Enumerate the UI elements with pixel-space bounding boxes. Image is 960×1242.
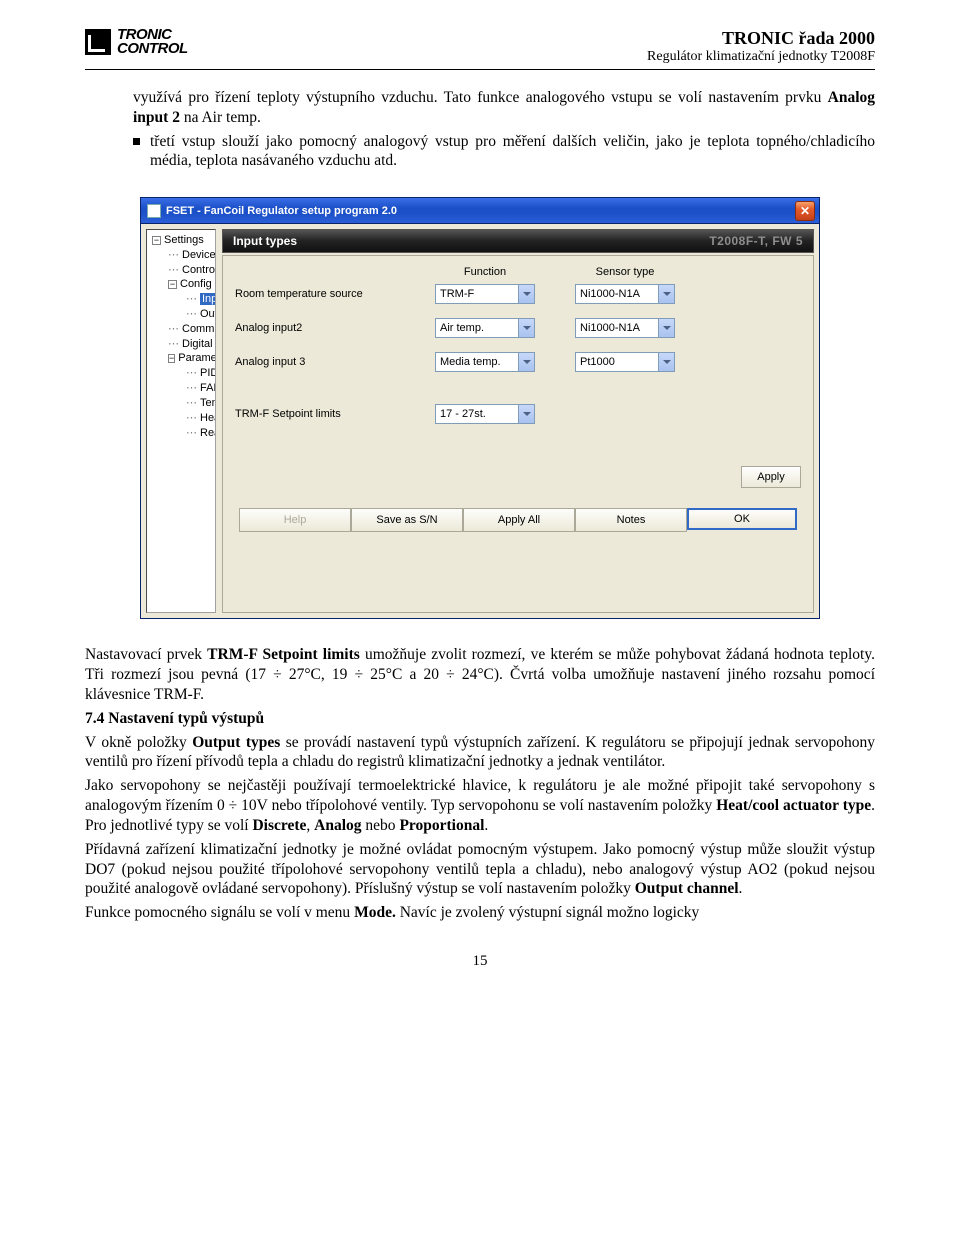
- page-header: TRONIC CONTROL TRONIC řada 2000 Reguláto…: [85, 28, 875, 70]
- header-right: TRONIC řada 2000 Regulátor klimatizační …: [647, 28, 875, 65]
- logo-icon: [85, 29, 111, 55]
- s74-p2-end: .: [484, 817, 488, 834]
- row-room-temp: Room temperature source TRM-F Ni1000-N1A: [235, 284, 801, 304]
- after-shot-para: Nastavovací prvek TRM-F Setpoint limits …: [85, 645, 875, 704]
- intro-p1-post: na Air temp.: [180, 109, 261, 126]
- apply-all-button[interactable]: Apply All: [463, 508, 575, 532]
- s74-p1-bold: Output types: [192, 734, 280, 751]
- app-window: FSET - FanCoil Regulator setup program 2…: [140, 197, 820, 619]
- combo-room-function[interactable]: TRM-F: [435, 284, 535, 304]
- s74-p2-mid3: nebo: [362, 817, 400, 834]
- tree-parameters[interactable]: −Parameters: [150, 351, 215, 365]
- section-heading: 7.4 Nastavení typů výstupů: [85, 709, 875, 729]
- tree-input-types[interactable]: ⋯Input types: [150, 291, 215, 306]
- doc-series: TRONIC řada 2000: [647, 28, 875, 49]
- label-analog3: Analog input 3: [235, 356, 435, 368]
- tree-heat-cool[interactable]: ⋯Heat/Cool Control: [150, 410, 215, 425]
- s74-p2-b3: Analog: [314, 817, 361, 834]
- right-pane: Input types T2008F-T, FW 5 Function Sens…: [222, 229, 814, 613]
- tree-realtime[interactable]: ⋯Realtime/Schedule: [150, 425, 215, 440]
- row-analog2: Analog input2 Air temp. Ni1000-N1A: [235, 318, 801, 338]
- bottom-button-bar: Help Save as S/N Apply All Notes OK: [235, 488, 801, 542]
- p-setpoint-bold: TRM-F Setpoint limits: [207, 646, 360, 663]
- tree-control[interactable]: ⋯Control: [150, 262, 215, 277]
- s74-p2-b2: Discrete: [252, 817, 306, 834]
- s74-p3-pre: Přídavná zařízení klimatizační jednotky …: [85, 841, 875, 898]
- page-number: 15: [85, 953, 875, 970]
- tree-pid-pim[interactable]: ⋯PID and PIM: [150, 365, 215, 380]
- chevron-down-icon: [518, 285, 534, 303]
- logo-line2: CONTROL: [117, 42, 188, 56]
- tree-fan-params[interactable]: ⋯FAN parameters: [150, 380, 215, 395]
- form-panel: Function Sensor type Room temperature so…: [222, 255, 814, 613]
- firmware-label: T2008F-T, FW 5: [709, 234, 803, 248]
- s74-p3-post: .: [739, 880, 743, 897]
- combo-a2-function[interactable]: Air temp.: [435, 318, 535, 338]
- combo-a3-sensor[interactable]: Pt1000: [575, 352, 675, 372]
- tree-digital-io[interactable]: ⋯Digital Inputs/Outputs: [150, 336, 215, 351]
- col-sensor: Sensor type: [575, 266, 675, 278]
- tree-temperatures[interactable]: ⋯Temperatures: [150, 395, 215, 410]
- tree-device-info[interactable]: ⋯Device Info: [150, 247, 215, 262]
- tree-config[interactable]: −Config: [150, 277, 215, 291]
- logo: TRONIC CONTROL: [85, 28, 188, 56]
- chevron-down-icon: [518, 353, 534, 371]
- apply-button[interactable]: Apply: [741, 466, 801, 488]
- tree-output-types[interactable]: ⋯Output types: [150, 306, 215, 321]
- help-button[interactable]: Help: [239, 508, 351, 532]
- close-button[interactable]: ✕: [795, 201, 815, 221]
- column-headers: Function Sensor type: [435, 266, 801, 278]
- combo-a3-function[interactable]: Media temp.: [435, 352, 535, 372]
- notes-button[interactable]: Notes: [575, 508, 687, 532]
- doc-subtitle: Regulátor klimatizační jednotky T2008F: [647, 49, 875, 65]
- chevron-down-icon: [518, 319, 534, 337]
- app-icon: [147, 204, 161, 218]
- intro-block: využívá pro řízení teploty výstupního vz…: [85, 88, 875, 175]
- row-analog3: Analog input 3 Media temp. Pt1000: [235, 352, 801, 372]
- combo-setpoint[interactable]: 17 - 27st.: [435, 404, 535, 424]
- panel-title-bar: Input types T2008F-T, FW 5: [222, 229, 814, 253]
- combo-a2-sensor[interactable]: Ni1000-N1A: [575, 318, 675, 338]
- titlebar[interactable]: FSET - FanCoil Regulator setup program 2…: [141, 198, 819, 224]
- client-area: −Settings ⋯Device Info ⋯Control −Config …: [141, 224, 819, 618]
- close-icon: ✕: [800, 204, 810, 218]
- s74-p1-pre: V okně položky: [85, 734, 192, 751]
- chevron-down-icon: [518, 405, 534, 423]
- col-function: Function: [435, 266, 535, 278]
- chevron-down-icon: [658, 285, 674, 303]
- s74-p4-pre: Funkce pomocného signálu se volí v menu: [85, 904, 354, 921]
- bullet-square-icon: [133, 138, 140, 145]
- label-room-temp: Room temperature source: [235, 288, 435, 300]
- tree-settings[interactable]: −Settings: [150, 233, 215, 247]
- p-setpoint-pre: Nastavovací prvek: [85, 646, 207, 663]
- label-analog2: Analog input2: [235, 322, 435, 334]
- combo-room-sensor[interactable]: Ni1000-N1A: [575, 284, 675, 304]
- intro-p1-pre: využívá pro řízení teploty výstupního vz…: [133, 89, 828, 106]
- logo-text: TRONIC CONTROL: [117, 28, 188, 56]
- intro-p1: využívá pro řízení teploty výstupního vz…: [133, 88, 875, 128]
- s74-p2-b1: Heat/cool actuator type: [716, 797, 871, 814]
- chevron-down-icon: [658, 353, 674, 371]
- section-7-4: 7.4 Nastavení typů výstupů V okně položk…: [85, 709, 875, 923]
- chevron-down-icon: [658, 319, 674, 337]
- s74-p3-bold: Output channel: [635, 880, 739, 897]
- ok-button[interactable]: OK: [687, 508, 797, 530]
- s74-p4-post: Navíc je zvolený výstupní signál možno l…: [396, 904, 699, 921]
- save-sn-button[interactable]: Save as S/N: [351, 508, 463, 532]
- s74-p2-b4: Proportional: [399, 817, 484, 834]
- s74-p2-mid2: ,: [306, 817, 314, 834]
- intro-bullet2: třetí vstup slouží jako pomocný analogov…: [133, 132, 875, 176]
- nav-tree[interactable]: −Settings ⋯Device Info ⋯Control −Config …: [146, 229, 216, 613]
- window-title: FSET - FanCoil Regulator setup program 2…: [166, 205, 397, 217]
- row-setpoint: TRM-F Setpoint limits 17 - 27st.: [235, 404, 801, 424]
- panel-title: Input types: [233, 234, 297, 248]
- tree-communication[interactable]: ⋯Communication: [150, 321, 215, 336]
- label-setpoint: TRM-F Setpoint limits: [235, 408, 435, 420]
- s74-p4-bold: Mode.: [354, 904, 396, 921]
- intro-bullet2-text: třetí vstup slouží jako pomocný analogov…: [150, 132, 875, 172]
